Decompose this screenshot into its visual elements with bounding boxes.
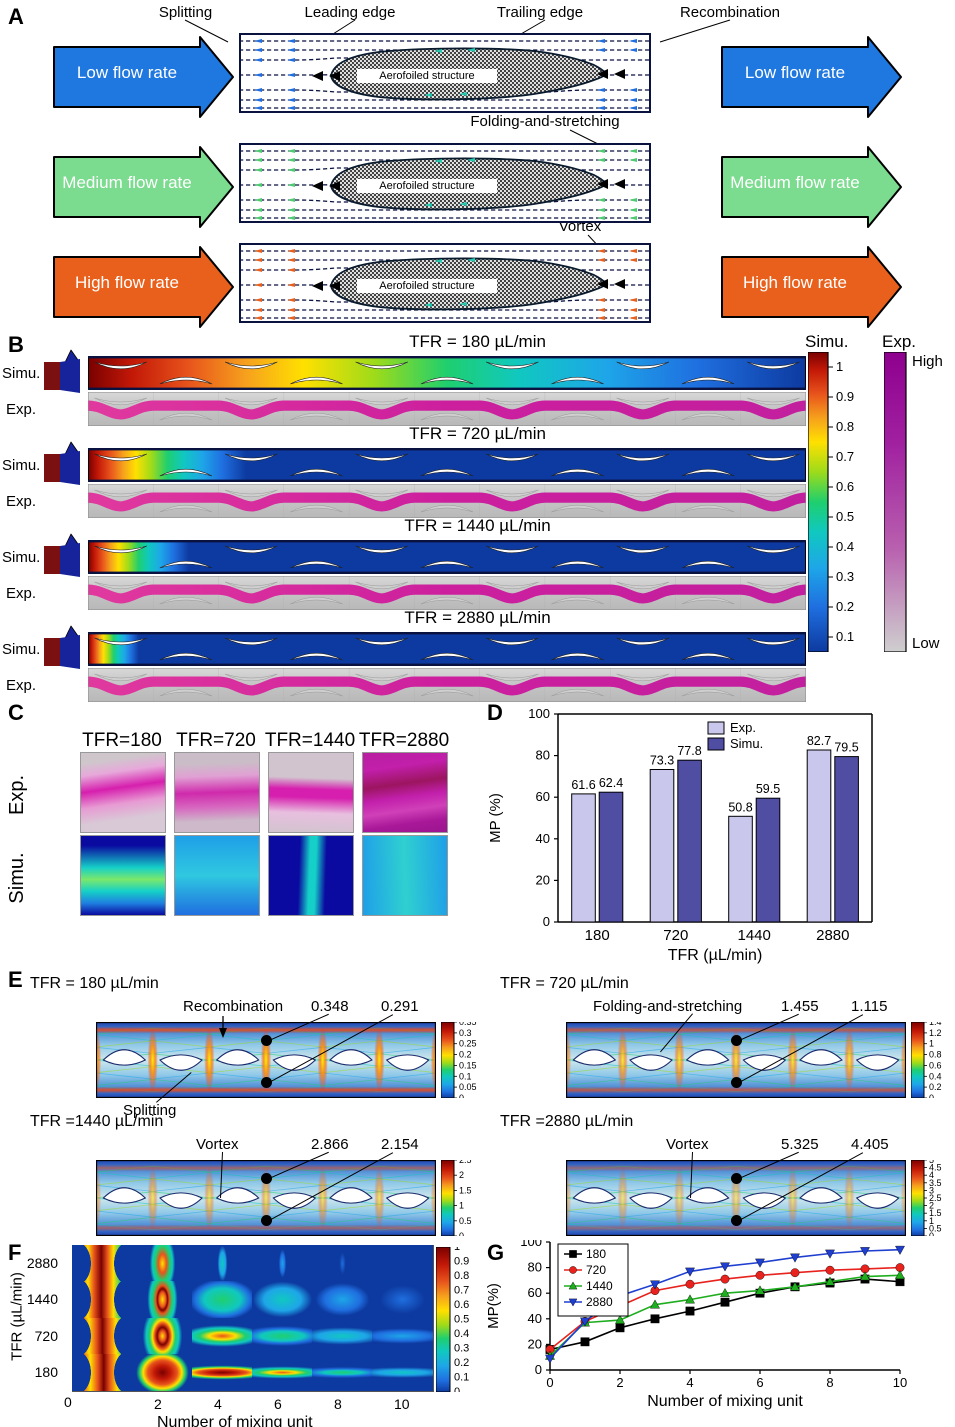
svg-text:0.5: 0.5 bbox=[459, 1216, 472, 1226]
svg-text:0: 0 bbox=[929, 1093, 934, 1098]
svg-text:0.5: 0.5 bbox=[836, 509, 854, 524]
svg-text:4: 4 bbox=[686, 1375, 693, 1390]
svg-text:0.1: 0.1 bbox=[836, 629, 854, 644]
svg-text:77.8: 77.8 bbox=[677, 744, 701, 758]
svg-text:2: 2 bbox=[459, 1170, 464, 1180]
svg-text:100: 100 bbox=[520, 1240, 542, 1249]
svg-text:0: 0 bbox=[459, 1231, 464, 1236]
svg-text:60: 60 bbox=[528, 1285, 542, 1300]
svg-text:0.6: 0.6 bbox=[454, 1299, 469, 1311]
svg-text:720: 720 bbox=[586, 1263, 606, 1277]
svg-text:0.3: 0.3 bbox=[459, 1028, 472, 1038]
svg-text:10: 10 bbox=[893, 1375, 907, 1390]
svg-text:59.5: 59.5 bbox=[756, 782, 780, 796]
svg-text:2.5: 2.5 bbox=[459, 1160, 472, 1165]
svg-text:0.6: 0.6 bbox=[929, 1060, 942, 1070]
svg-text:TFR (µL/min): TFR (µL/min) bbox=[668, 947, 763, 964]
svg-text:Simu.: Simu. bbox=[730, 736, 763, 751]
svg-text:Exp.: Exp. bbox=[730, 720, 756, 735]
svg-text:0: 0 bbox=[459, 1093, 464, 1098]
svg-text:1: 1 bbox=[459, 1201, 464, 1211]
svg-text:180: 180 bbox=[585, 927, 610, 944]
svg-text:0.6: 0.6 bbox=[836, 479, 854, 494]
svg-text:0.1: 0.1 bbox=[459, 1071, 472, 1081]
svg-text:100: 100 bbox=[528, 706, 550, 721]
svg-text:1440: 1440 bbox=[586, 1279, 613, 1293]
svg-text:0: 0 bbox=[454, 1386, 460, 1392]
svg-text:Number of mixing unit: Number of mixing unit bbox=[647, 1393, 803, 1410]
svg-text:1440: 1440 bbox=[738, 927, 771, 944]
svg-text:0.2: 0.2 bbox=[454, 1357, 469, 1369]
svg-text:0.2: 0.2 bbox=[459, 1050, 472, 1060]
svg-text:0.5: 0.5 bbox=[454, 1314, 469, 1326]
svg-text:180: 180 bbox=[586, 1247, 606, 1261]
svg-text:0.4: 0.4 bbox=[454, 1328, 469, 1340]
svg-text:0.8: 0.8 bbox=[836, 419, 854, 434]
svg-text:80: 80 bbox=[536, 748, 550, 763]
svg-text:61.6: 61.6 bbox=[571, 778, 595, 792]
svg-text:73.3: 73.3 bbox=[650, 754, 674, 768]
svg-text:High: High bbox=[912, 353, 943, 370]
svg-text:0: 0 bbox=[535, 1362, 542, 1377]
svg-text:8: 8 bbox=[826, 1375, 833, 1390]
svg-text:0.3: 0.3 bbox=[454, 1343, 469, 1355]
svg-text:1.5: 1.5 bbox=[459, 1185, 472, 1195]
svg-text:MP(%): MP(%) bbox=[485, 1283, 502, 1329]
svg-text:50.8: 50.8 bbox=[728, 800, 752, 814]
svg-text:2880: 2880 bbox=[816, 927, 849, 944]
svg-text:0.2: 0.2 bbox=[929, 1082, 942, 1092]
svg-text:0.4: 0.4 bbox=[929, 1071, 942, 1081]
svg-text:MP (%): MP (%) bbox=[487, 793, 504, 843]
svg-text:0.4: 0.4 bbox=[836, 539, 854, 554]
svg-text:60: 60 bbox=[536, 789, 550, 804]
svg-text:0.8: 0.8 bbox=[454, 1270, 469, 1282]
svg-text:2: 2 bbox=[616, 1375, 623, 1390]
svg-text:1: 1 bbox=[454, 1247, 460, 1253]
svg-text:0: 0 bbox=[543, 914, 550, 929]
svg-text:40: 40 bbox=[536, 831, 550, 846]
svg-text:40: 40 bbox=[528, 1311, 542, 1326]
svg-text:0.8: 0.8 bbox=[929, 1050, 942, 1060]
svg-text:0.15: 0.15 bbox=[459, 1060, 477, 1070]
svg-text:1: 1 bbox=[836, 359, 843, 374]
svg-text:720: 720 bbox=[663, 927, 688, 944]
svg-text:80: 80 bbox=[528, 1260, 542, 1275]
svg-text:Low: Low bbox=[912, 635, 940, 652]
svg-text:1.4: 1.4 bbox=[929, 1022, 942, 1027]
svg-text:0.05: 0.05 bbox=[459, 1082, 477, 1092]
svg-text:0.1: 0.1 bbox=[454, 1372, 469, 1384]
svg-text:2880: 2880 bbox=[586, 1295, 613, 1309]
svg-text:82.7: 82.7 bbox=[807, 734, 831, 748]
svg-text:79.5: 79.5 bbox=[834, 741, 858, 755]
svg-text:0.3: 0.3 bbox=[836, 569, 854, 584]
svg-text:0.25: 0.25 bbox=[459, 1039, 477, 1049]
svg-text:6: 6 bbox=[756, 1375, 763, 1390]
svg-text:0.2: 0.2 bbox=[836, 599, 854, 614]
svg-text:0.35: 0.35 bbox=[459, 1022, 477, 1027]
svg-text:0.9: 0.9 bbox=[836, 389, 854, 404]
svg-text:0.7: 0.7 bbox=[454, 1285, 469, 1297]
svg-text:1.2: 1.2 bbox=[929, 1028, 942, 1038]
svg-text:0.9: 0.9 bbox=[454, 1256, 469, 1268]
svg-text:20: 20 bbox=[528, 1336, 542, 1351]
svg-text:0: 0 bbox=[546, 1375, 553, 1390]
svg-text:1: 1 bbox=[929, 1039, 934, 1049]
svg-text:20: 20 bbox=[536, 872, 550, 887]
svg-text:0.7: 0.7 bbox=[836, 449, 854, 464]
svg-text:0: 0 bbox=[929, 1231, 934, 1236]
svg-text:62.4: 62.4 bbox=[599, 776, 623, 790]
svg-text:Aerofoiled structure: Aerofoiled structure bbox=[379, 70, 474, 82]
